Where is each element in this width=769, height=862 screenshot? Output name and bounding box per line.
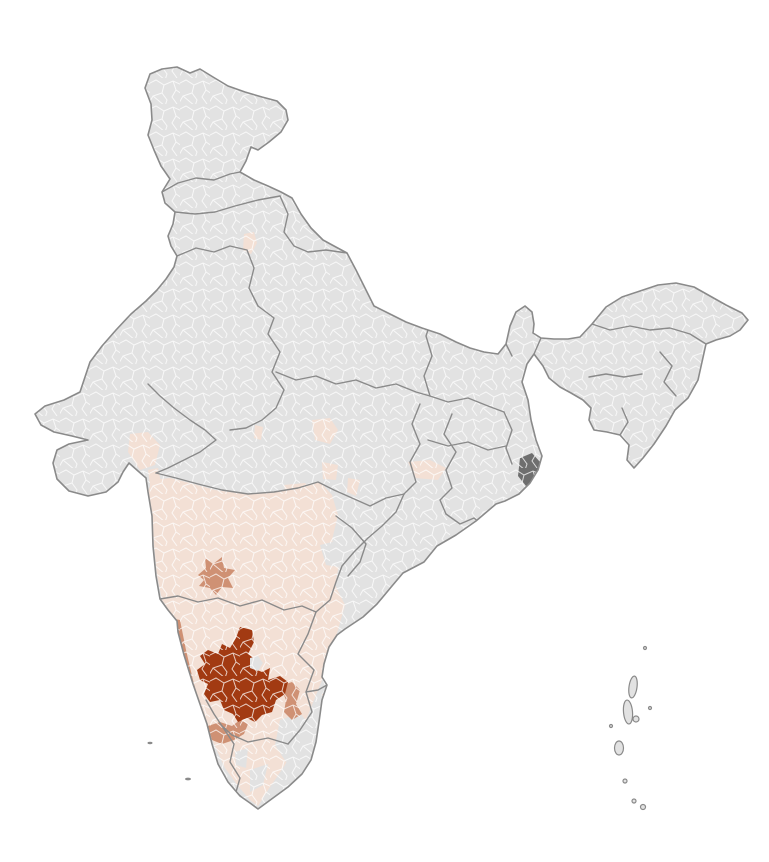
- region-district-low-4[interactable]: [322, 462, 338, 480]
- state-boundaries: [147, 171, 707, 802]
- west-coast-islets: [147, 741, 191, 781]
- andaman-nicobar-islands[interactable]: [608, 645, 653, 811]
